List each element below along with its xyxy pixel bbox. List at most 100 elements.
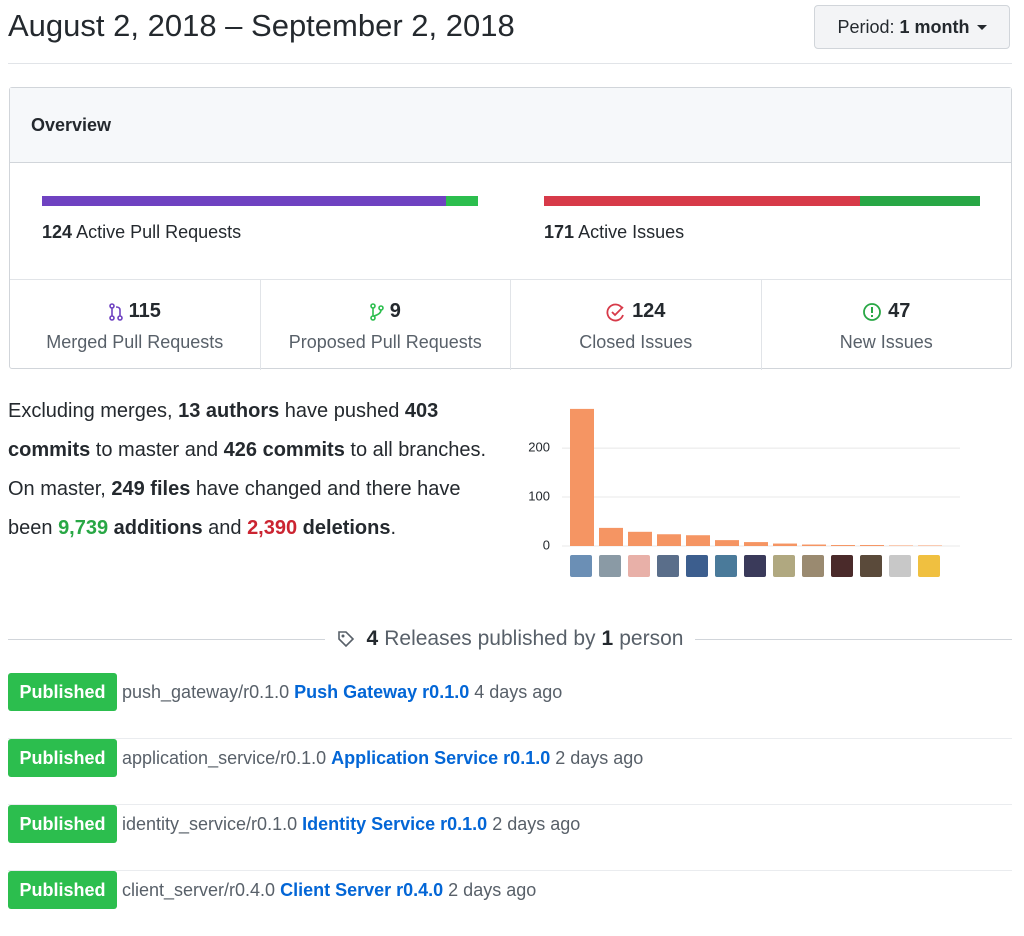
- release-time: 2 days ago: [492, 805, 580, 843]
- avatar[interactable]: [657, 555, 679, 577]
- summary-part: 2,390: [247, 517, 297, 539]
- release-tag: push_gateway/r0.1.0: [122, 673, 289, 711]
- release-tag: application_service/r0.1.0: [122, 739, 326, 777]
- stat-cell[interactable]: 9 Proposed Pull Requests: [260, 280, 511, 370]
- label: Active Issues: [578, 222, 684, 242]
- bar-segment: [860, 196, 980, 206]
- stat-cell[interactable]: 47 New Issues: [761, 280, 1012, 370]
- avatar[interactable]: [773, 555, 795, 577]
- y-tick-label: 200: [528, 440, 550, 455]
- bar-segment: [544, 196, 860, 206]
- summary-part: .: [390, 517, 396, 539]
- divider: [8, 63, 1012, 64]
- issue-icon: [862, 302, 882, 322]
- status-badge: Published: [8, 739, 117, 777]
- summary: Excluding merges, 13 authors have pushed…: [8, 392, 508, 548]
- bar: [657, 534, 681, 546]
- active-prs: 124 Active Pull Requests: [42, 222, 241, 243]
- bar: [802, 545, 826, 546]
- avatar[interactable]: [628, 555, 650, 577]
- release-name[interactable]: Client Server r0.4.0: [280, 871, 443, 909]
- closed-icon: [606, 302, 626, 322]
- bar-segment: [446, 196, 478, 206]
- release-time: 2 days ago: [555, 739, 643, 777]
- bar: [628, 532, 652, 546]
- label: Active Pull Requests: [76, 222, 241, 242]
- stat-label: Proposed Pull Requests: [261, 332, 511, 353]
- heading-part: Releases published by: [384, 627, 595, 651]
- stat-label: Merged Pull Requests: [10, 332, 260, 353]
- stat-cell[interactable]: 124 Closed Issues: [510, 280, 761, 370]
- count: 171: [544, 222, 574, 242]
- active-issues: 171 Active Issues: [544, 222, 684, 243]
- avatar[interactable]: [831, 555, 853, 577]
- overview-title: Overview: [10, 88, 1011, 163]
- release-time: 2 days ago: [448, 871, 536, 909]
- stat-count: 47: [888, 300, 910, 323]
- release-name[interactable]: Application Service r0.1.0: [331, 739, 550, 777]
- release-tag: identity_service/r0.1.0: [122, 805, 297, 843]
- avatar[interactable]: [802, 555, 824, 577]
- issue-bar: [544, 196, 980, 206]
- count: 124: [42, 222, 72, 242]
- avatar[interactable]: [744, 555, 766, 577]
- avatar[interactable]: [686, 555, 708, 577]
- tag-icon: [337, 630, 355, 648]
- overview-box: Overview 124 Active Pull Requests 171 Ac…: [9, 87, 1012, 369]
- avatar[interactable]: [889, 555, 911, 577]
- summary-part: have pushed: [279, 400, 405, 422]
- heading-part: 4: [367, 627, 379, 651]
- stat-count: 124: [632, 300, 665, 323]
- summary-part: additions: [108, 517, 202, 539]
- page-title: August 2, 2018 – September 2, 2018: [8, 8, 515, 44]
- bar: [599, 528, 623, 546]
- status-badge: Published: [8, 673, 117, 711]
- avatar[interactable]: [715, 555, 737, 577]
- bar: [773, 544, 797, 546]
- caret: [977, 25, 987, 30]
- bar: [744, 542, 768, 546]
- avatar[interactable]: [570, 555, 592, 577]
- summary-part: 9,739: [58, 517, 108, 539]
- period-value: 1 month: [900, 17, 970, 38]
- summary-part: Excluding merges,: [8, 400, 178, 422]
- y-tick-label: 0: [543, 537, 550, 552]
- status-badge: Published: [8, 871, 117, 909]
- release-name[interactable]: Push Gateway r0.1.0: [294, 673, 469, 711]
- period-label: Period:: [837, 17, 894, 38]
- stat-count: 9: [390, 300, 401, 323]
- bar: [860, 545, 884, 546]
- release-time: 4 days ago: [474, 673, 562, 711]
- avatar[interactable]: [860, 555, 882, 577]
- avatar[interactable]: [918, 555, 940, 577]
- summary-part: 13 authors: [178, 400, 279, 422]
- stat-label: New Issues: [762, 332, 1012, 353]
- stat-label: Closed Issues: [511, 332, 761, 353]
- pr-bar: [42, 196, 478, 206]
- release-name[interactable]: Identity Service r0.1.0: [302, 805, 487, 843]
- summary-part: and: [203, 517, 247, 539]
- commits-chart: 0 100 200: [520, 395, 960, 585]
- summary-part: 426 commits: [224, 439, 345, 461]
- pr-icon: [370, 303, 384, 321]
- y-tick-label: 100: [528, 488, 550, 503]
- summary-part: deletions: [297, 517, 390, 539]
- bar: [570, 409, 594, 546]
- bar: [831, 545, 855, 546]
- period-button[interactable]: Period: 1 month: [814, 5, 1010, 49]
- release-tag: client_server/r0.4.0: [122, 871, 275, 909]
- avatar[interactable]: [599, 555, 621, 577]
- status-badge: Published: [8, 805, 117, 843]
- bar: [686, 535, 710, 546]
- merge-icon: [109, 303, 123, 321]
- bar-segment: [42, 196, 446, 206]
- summary-part: 249 files: [111, 478, 190, 500]
